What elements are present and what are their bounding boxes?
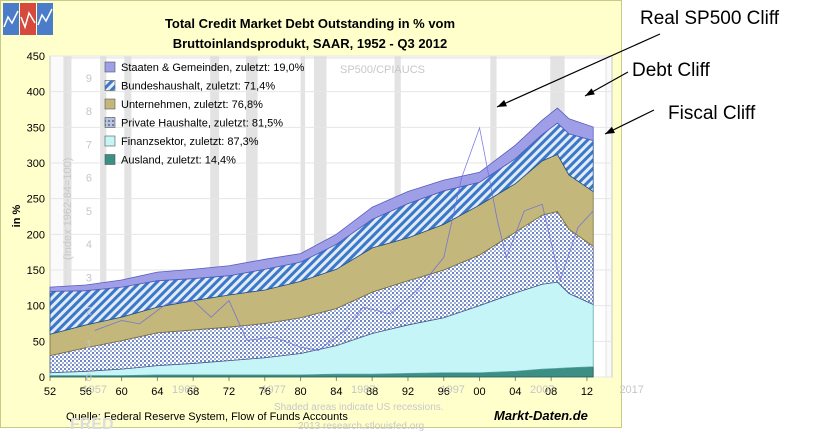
sp500-cliff-arrow-head — [497, 100, 507, 107]
fiscal-cliff-label: Fiscal Cliff — [668, 103, 756, 124]
legend-swatch — [104, 117, 116, 128]
legend-label: Bundeshaushalt, zuletzt: 71,4% — [121, 81, 275, 93]
recession-band — [210, 56, 220, 377]
logo-line-icon — [20, 11, 36, 30]
legend-label: Staaten & Gemeinden, zuletzt: 19,0% — [121, 62, 305, 74]
overlay-y-tick-label: 6 — [86, 173, 92, 185]
x-tick-label: 12 — [581, 386, 593, 398]
fred-logo: FRED — [70, 416, 114, 433]
x-tick-label: 76 — [259, 386, 271, 398]
fred-credit: 2013 research.stlouisfed.org — [298, 421, 425, 432]
x-tick-label: 96 — [438, 386, 450, 398]
x-tick-label: 84 — [330, 386, 342, 398]
sp500-overlay-line — [94, 126, 594, 351]
overlay-y-tick-label: 3 — [86, 272, 92, 284]
y-tick-label: 400 — [27, 87, 45, 99]
x-tick-label: 60 — [115, 386, 127, 398]
x-tick-label: 88 — [366, 386, 378, 398]
x-tick-label: 52 — [44, 386, 56, 398]
y-tick-label: 450 — [27, 51, 45, 63]
logo-line-icon — [3, 10, 19, 28]
y-tick-label: 350 — [27, 122, 45, 134]
overlay-y-tick-label: 0 — [86, 372, 92, 384]
overlay-y-tick-label: 2 — [86, 306, 92, 318]
overlay-x-tick-label: 1987 — [351, 384, 375, 396]
overlay-y-tick-label: 5 — [86, 206, 92, 218]
overlay-x-tick-label: 1997 — [440, 384, 464, 396]
logo — [3, 3, 55, 35]
recession-band — [100, 56, 107, 377]
x-tick-label: 08 — [545, 386, 557, 398]
recession-band — [245, 56, 258, 377]
fred-axis-label: (Index 1962-84=100) — [62, 157, 74, 260]
overlay-x-tick-label: 1967 — [172, 384, 196, 396]
source-text: Quelle: Federal Reserve System, Flow of … — [66, 411, 348, 423]
chart-title-line2: Bruttoinlandsprodukt, SAAR, 1952 - Q3 20… — [172, 36, 448, 51]
x-tick-label: 64 — [151, 386, 163, 398]
fred-recession-note: Shaded areas indicate US recessions. — [274, 402, 444, 413]
legend-swatch — [104, 61, 116, 73]
legend-label: Unternehmen, zuletzt: 76,8% — [121, 99, 263, 111]
legend-swatch — [104, 154, 116, 165]
overlay-x-tick-label: 1957 — [83, 384, 107, 396]
x-tick-label: 80 — [294, 386, 306, 398]
legend-swatch — [104, 135, 116, 147]
overlay-y-tick-label: 8 — [86, 106, 92, 118]
logo-block-blue — [3, 3, 19, 35]
y-tick-label: 150 — [27, 265, 45, 277]
chart-title-line1: Total Credit Market Debt Outstanding in … — [164, 16, 456, 31]
x-tick-label: 00 — [473, 386, 485, 398]
debt-cliff-label: Debt Cliff — [632, 60, 710, 81]
brand-text: Markt-Daten.de — [494, 408, 588, 423]
overlay-x-tick-label: 2017 — [619, 384, 643, 396]
x-tick-label: 68 — [187, 386, 199, 398]
overlay-y-tick-label: 1 — [86, 339, 92, 351]
overlay-y-tick-label: 4 — [86, 239, 92, 251]
y-tick-label: 300 — [27, 158, 45, 170]
sp500-cliff-arrow — [496, 33, 661, 108]
logo-block-blue-2 — [37, 3, 53, 35]
y-tick-label: 200 — [27, 229, 45, 241]
recession-band — [300, 56, 306, 377]
x-tick-label: 72 — [223, 386, 235, 398]
logo-block-red — [20, 3, 36, 35]
legend-swatch — [104, 98, 116, 110]
y-tick-label: 0 — [39, 372, 45, 384]
overlay-x-tick-label: 1977 — [261, 384, 285, 396]
fiscal-cliff-arrow-head — [605, 126, 615, 134]
overlay-x-tick-label: 2007 — [530, 384, 554, 396]
area-staaten — [49, 107, 594, 292]
y-tick-label: 100 — [27, 301, 45, 313]
y-tick-label: 250 — [27, 194, 45, 206]
overlay-y-tick-label: 9 — [86, 73, 92, 85]
debt-cliff-arrow-head — [585, 88, 595, 96]
recession-band — [63, 56, 72, 377]
fred-series-label: SP500/CPIAUCS — [340, 64, 425, 76]
legend-label: Private Haushalte, zuletzt: 81,5% — [121, 118, 283, 130]
legend-label: Finanzsektor, zuletzt: 87,3% — [121, 136, 259, 148]
sp500-cliff-label: Real SP500 Cliff — [640, 8, 780, 29]
legend-label: Ausland, zuletzt: 14,4% — [121, 155, 236, 167]
y-axis-label: in % — [11, 204, 23, 227]
x-tick-label: 92 — [402, 386, 414, 398]
legend-swatch — [104, 80, 116, 91]
recession-band — [124, 56, 132, 377]
y-tick-label: 50 — [33, 336, 45, 348]
overlay-y-tick-label: 7 — [86, 139, 92, 151]
x-tick-label: 56 — [80, 386, 92, 398]
x-tick-label: 04 — [509, 386, 521, 398]
logo-line-icon — [37, 8, 53, 26]
